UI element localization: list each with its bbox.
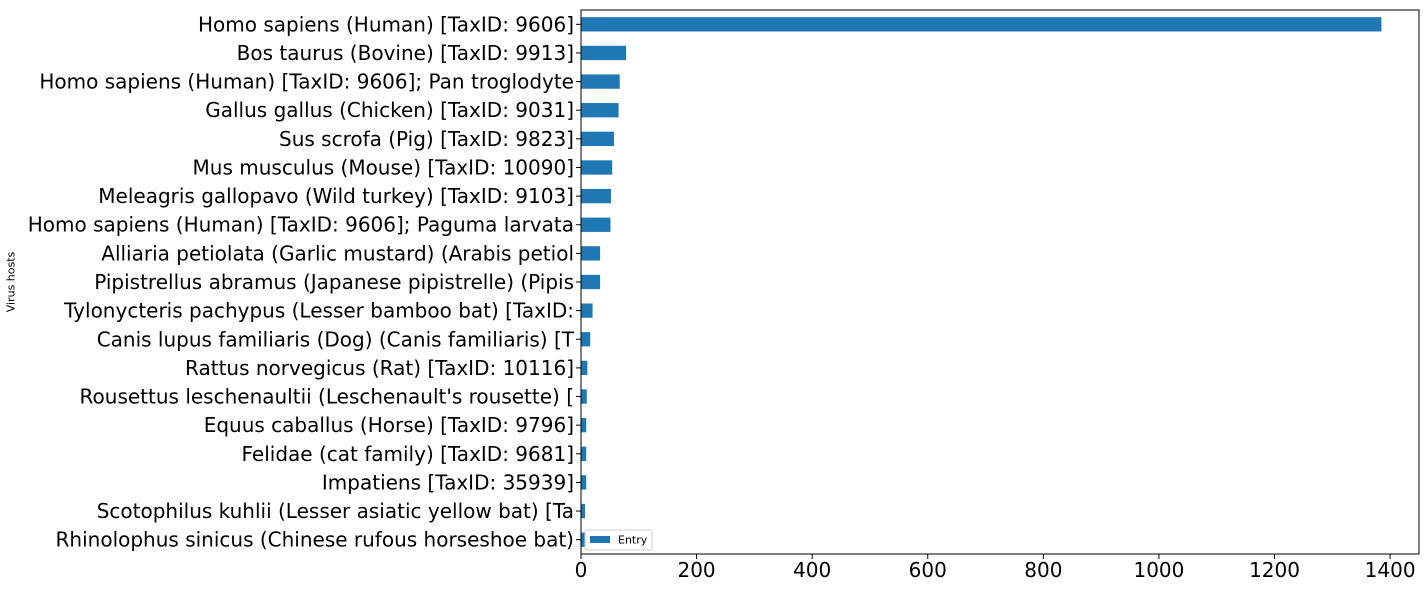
bar	[581, 246, 601, 261]
y-tick-label: Mus musculus (Mouse) [TaxID: 10090]	[193, 155, 574, 179]
y-tick-label: Rattus norvegicus (Rat) [TaxID: 10116]	[185, 356, 574, 380]
y-tick-label: Homo sapiens (Human) [TaxID: 9606]	[198, 12, 574, 36]
x-tick-labels: 0 200 400 600 800 1000 1200 1400	[575, 554, 1416, 582]
legend-label-entry: Entry	[618, 534, 648, 547]
legend-swatch	[590, 536, 610, 543]
x-tick-label: 1200	[1249, 558, 1300, 582]
x-tick-label: 1400	[1365, 558, 1416, 582]
bar	[581, 475, 587, 490]
y-tick-label: Meleagris gallopavo (Wild turkey) [TaxID…	[98, 184, 574, 208]
x-tick-label: 0	[575, 558, 588, 582]
bar	[581, 532, 586, 547]
y-tick-label: Felidae (cat family) [TaxID: 9681]	[242, 442, 574, 466]
x-tick-label: 600	[909, 558, 947, 582]
y-tick-label: Bos taurus (Bovine) [TaxID: 9913]	[237, 41, 574, 65]
bar	[581, 74, 620, 89]
legend-box	[584, 529, 653, 551]
x-tick-label: 1000	[1133, 558, 1184, 582]
bar	[581, 217, 611, 232]
y-tick-label: Scotophilus kuhlii (Lesser asiatic yello…	[97, 499, 574, 523]
y-tick-label: Tylonycteris pachypus (Lesser bamboo bat…	[63, 299, 574, 323]
bars-layer	[581, 17, 1382, 547]
bar	[581, 103, 619, 118]
bar	[581, 503, 586, 519]
bar	[581, 303, 593, 318]
y-tick-label: Canis lupus familiaris (Dog) (Canis fami…	[97, 327, 575, 351]
y-tick-label: Gallus gallus (Chicken) [TaxID: 9031]	[205, 98, 574, 122]
y-tick-label: Homo sapiens (Human) [TaxID: 9606]; Pagu…	[28, 213, 574, 237]
y-tick-label: Rhinolophus sinicus (Chinese rufous hors…	[56, 528, 574, 552]
bar	[581, 17, 1382, 32]
y-tick-label: Impatiens [TaxID: 35939]	[322, 470, 574, 494]
bar	[581, 45, 627, 61]
bar	[581, 274, 601, 290]
x-tick-label: 400	[793, 558, 831, 582]
plot-frame	[580, 9, 1420, 555]
y-tick-label: Pipistrellus abramus (Japanese pipistrel…	[94, 270, 574, 294]
y-axis-label: Virus hosts	[5, 251, 18, 312]
y-tick-label: Rousettus leschenaultii (Leschenault's r…	[80, 385, 574, 409]
bar	[581, 332, 591, 347]
x-tick-label: 200	[677, 558, 715, 582]
legend[interactable]: Entry	[584, 529, 653, 551]
bar	[581, 418, 587, 433]
x-tick-label: 800	[1024, 558, 1062, 582]
y-tick-label: Alliaria petiolata (Garlic mustard) (Ara…	[101, 241, 574, 265]
bar	[581, 188, 612, 204]
bar	[581, 389, 587, 404]
y-tick-label: Homo sapiens (Human) [TaxID: 9606]; Pan …	[39, 70, 574, 94]
y-tick-label: Equus caballus (Horse) [TaxID: 9796]	[204, 413, 574, 437]
bar	[581, 360, 588, 376]
y-tick-labels: Homo sapiens (Human) [TaxID: 9606] Bos ta…	[28, 12, 581, 552]
bar	[581, 131, 614, 146]
y-tick-label: Sus scrofa (Pig) [TaxID: 9823]	[279, 127, 574, 151]
bar	[581, 446, 587, 461]
bar	[581, 160, 613, 175]
